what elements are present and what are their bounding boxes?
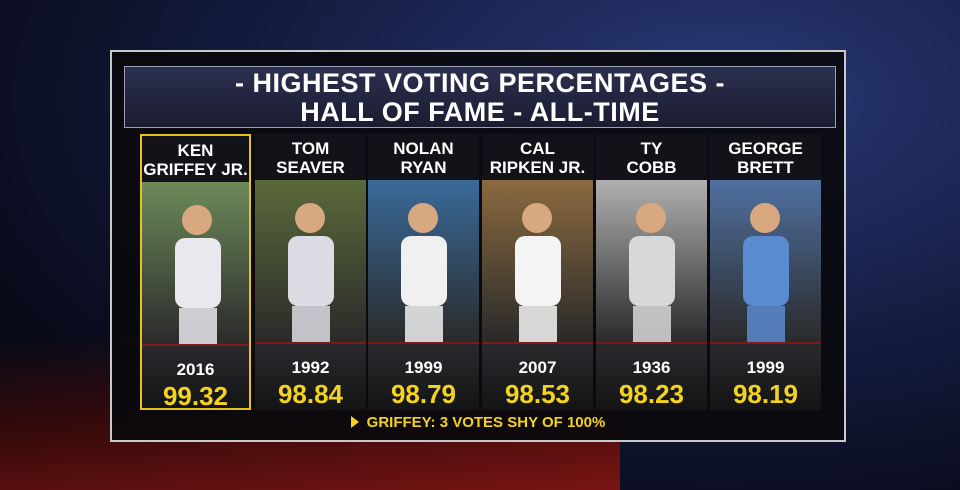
player-name: TY COBB xyxy=(596,134,707,180)
induction-year: 2016 xyxy=(176,360,215,379)
name-line: CAL xyxy=(520,139,555,158)
name-line: TOM xyxy=(291,139,330,158)
photo-figure xyxy=(288,203,334,342)
name-line: BRETT xyxy=(737,158,794,177)
vote-percentage: 98.84 xyxy=(277,379,344,409)
graphic-panel: - HIGHEST VOTING PERCENTAGES - HALL OF F… xyxy=(110,50,846,442)
player-stats: 1999 98.79 xyxy=(368,342,479,410)
arrow-icon xyxy=(350,416,359,428)
player-card: TY COBB 1936 98.23 xyxy=(596,134,707,410)
player-name: NOLAN RYAN xyxy=(368,134,479,180)
name-line: NOLAN xyxy=(393,139,454,158)
title-line: - HIGHEST VOTING PERCENTAGES - xyxy=(234,68,726,98)
title-line: HALL OF FAME - ALL-TIME xyxy=(300,97,660,127)
player-stats: 1936 98.23 xyxy=(596,342,707,410)
induction-year: 1999 xyxy=(746,358,785,377)
vote-percentage: 98.79 xyxy=(390,379,457,409)
player-stats: 1992 98.84 xyxy=(255,342,366,410)
name-line: SEAVER xyxy=(276,158,345,177)
vote-percentage: 98.19 xyxy=(732,379,799,409)
player-card: CAL RIPKEN JR. 2007 98.53 xyxy=(482,134,593,410)
player-name: KEN GRIFFEY JR. xyxy=(142,136,249,182)
title-bar: - HIGHEST VOTING PERCENTAGES - HALL OF F… xyxy=(124,66,836,128)
player-stats: 2016 99.32 xyxy=(142,344,249,411)
photo-figure xyxy=(401,203,447,342)
player-card: GEORGE BRETT 1999 98.19 xyxy=(710,134,821,410)
player-photo xyxy=(596,180,707,342)
name-line: COBB xyxy=(626,158,677,177)
induction-year: 2007 xyxy=(518,358,557,377)
footer-text: GRIFFEY: 3 VOTES SHY OF 100% xyxy=(366,414,606,431)
player-photo xyxy=(482,180,593,342)
player-name: TOM SEAVER xyxy=(255,134,366,180)
player-photo xyxy=(255,180,366,342)
player-photo xyxy=(368,180,479,342)
player-photo xyxy=(710,180,821,342)
player-card: TOM SEAVER 1992 98.84 xyxy=(255,134,366,410)
player-name: GEORGE BRETT xyxy=(710,134,821,180)
induction-year: 1936 xyxy=(632,358,671,377)
vote-percentage: 99.32 xyxy=(162,381,229,411)
player-photo xyxy=(142,182,249,344)
name-line: GEORGE xyxy=(728,139,803,158)
player-stats: 1999 98.19 xyxy=(710,342,821,410)
player-stats: 2007 98.53 xyxy=(482,342,593,410)
footer-note: GRIFFEY: 3 VOTES SHY OF 100% xyxy=(112,414,844,431)
name-line: RYAN xyxy=(400,158,447,177)
player-card: KEN GRIFFEY JR. 2016 99.32 xyxy=(140,134,251,411)
vote-percentage: 98.23 xyxy=(618,379,685,409)
vote-percentage: 98.53 xyxy=(504,379,571,409)
photo-figure xyxy=(515,203,561,342)
name-line: GRIFFEY JR. xyxy=(143,160,248,179)
photo-figure xyxy=(175,205,221,344)
name-line: TY xyxy=(640,139,663,158)
photo-figure xyxy=(743,203,789,342)
photo-figure xyxy=(629,203,675,342)
player-name: CAL RIPKEN JR. xyxy=(482,134,593,180)
name-line: RIPKEN JR. xyxy=(489,158,586,177)
name-line: KEN xyxy=(177,141,214,160)
induction-year: 1992 xyxy=(291,358,330,377)
induction-year: 1999 xyxy=(404,358,443,377)
player-card: NOLAN RYAN 1999 98.79 xyxy=(368,134,479,410)
